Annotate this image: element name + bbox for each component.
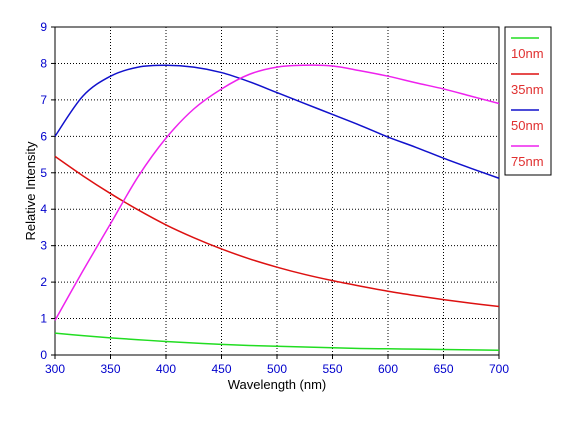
plot-frame xyxy=(54,26,500,356)
legend-label-35nm: 35nm xyxy=(511,82,544,97)
x-axis-title: Wavelength (nm) xyxy=(228,377,327,392)
legend-box xyxy=(504,26,552,176)
x-tick-label: 350 xyxy=(100,362,120,376)
y-tick-label: 0 xyxy=(40,348,47,362)
y-tick-label: 2 xyxy=(40,275,47,289)
y-tick-label: 5 xyxy=(40,166,47,180)
legend-label-50nm: 50nm xyxy=(511,118,544,133)
series-line-50nm xyxy=(54,64,500,179)
y-tick-label: 9 xyxy=(40,20,47,34)
legend: 10nm 35nm 50nm 75nm xyxy=(504,26,552,176)
x-tick-label: 650 xyxy=(433,362,453,376)
legend-label-75nm: 75nm xyxy=(511,154,544,169)
legend-label-10nm: 10nm xyxy=(511,46,544,61)
series-line-75nm xyxy=(54,64,500,321)
y-tick-label: 4 xyxy=(40,202,47,216)
x-tick-label: 600 xyxy=(378,362,398,376)
series-line-35nm xyxy=(54,155,500,308)
x-tick-label: 300 xyxy=(45,362,65,376)
y-axis-title: Relative Intensity xyxy=(23,141,38,240)
series-group xyxy=(54,64,500,352)
x-tick-label: 500 xyxy=(267,362,287,376)
series-line-10nm xyxy=(54,332,500,352)
axis-ticks: 300 350 400 450 500 550 600 650 700 0 1 2 3 4 5 6 7 8 9 xyxy=(40,20,509,376)
grid xyxy=(55,27,499,355)
y-tick-label: 3 xyxy=(40,239,47,253)
y-tick-label: 1 xyxy=(40,312,47,326)
x-tick-label: 450 xyxy=(211,362,231,376)
x-tick-label: 550 xyxy=(322,362,342,376)
y-tick-label: 6 xyxy=(40,129,47,143)
x-tick-label: 700 xyxy=(489,362,509,376)
x-tick-label: 400 xyxy=(156,362,176,376)
y-tick-label: 7 xyxy=(40,93,47,107)
y-tick-label: 8 xyxy=(40,56,47,70)
